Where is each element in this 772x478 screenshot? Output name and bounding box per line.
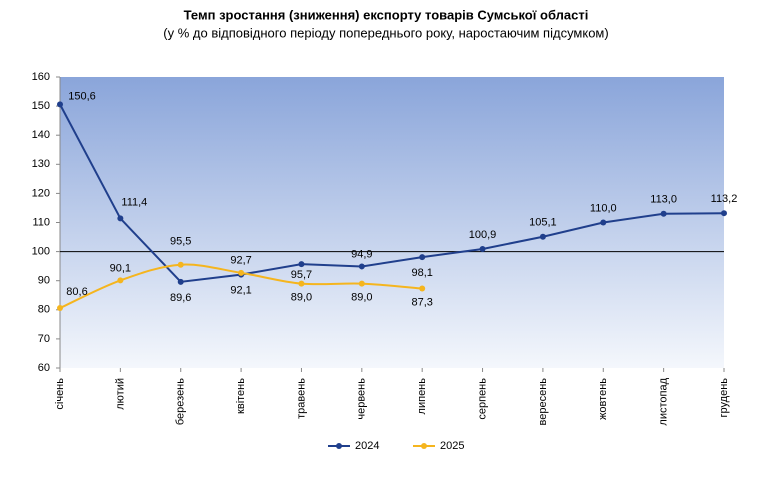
point (117, 215, 124, 222)
point (358, 280, 365, 287)
point (57, 305, 63, 312)
point (298, 261, 305, 268)
data-label: 90,1 (110, 262, 131, 274)
point (600, 219, 607, 226)
plot-background (60, 77, 724, 368)
data-label: 95,7 (291, 269, 312, 281)
legend-label: 2024 (355, 440, 379, 452)
point (479, 245, 486, 252)
y-tick-label: 100 (32, 246, 50, 258)
data-label: 89,6 (170, 292, 191, 304)
y-tick-label: 150 (32, 100, 50, 112)
data-label: 98,1 (411, 267, 432, 279)
data-label: 113,2 (711, 193, 738, 205)
x-tick-label: грудень (718, 378, 730, 418)
y-tick-label: 90 (38, 275, 50, 287)
data-label: 110,0 (590, 202, 617, 214)
x-tick-label: червень (356, 378, 368, 420)
y-tick-label: 160 (32, 71, 50, 83)
x-tick-label: квітень (235, 378, 247, 414)
x-tick-label: липень (416, 378, 428, 415)
data-label: 87,3 (411, 296, 432, 308)
x-tick-label: січень (54, 378, 66, 410)
x-tick-label: лютий (114, 378, 126, 410)
y-tick-label: 120 (32, 187, 50, 199)
y-tick-label: 130 (32, 158, 50, 170)
x-tick-label: листопад (658, 377, 670, 425)
series-line (59, 103, 725, 283)
y-tick-label: 60 (38, 362, 50, 374)
point (177, 278, 184, 285)
data-label: 111,4 (121, 196, 147, 208)
y-tick-label: 140 (32, 129, 50, 141)
point (358, 263, 365, 270)
data-label: 80,6 (66, 286, 87, 298)
point (298, 280, 305, 287)
legend-marker (336, 443, 342, 449)
legend-marker (421, 443, 427, 449)
data-label: 100,9 (469, 229, 497, 241)
x-tick-label: травень (295, 378, 307, 419)
chart-title: Темп зростання (зниження) експорту товар… (184, 7, 589, 22)
x-tick-label: серпень (476, 378, 488, 420)
point (238, 269, 245, 276)
point (419, 285, 426, 292)
x-tick-label: вересень (537, 378, 549, 426)
y-tick-label: 70 (38, 333, 50, 345)
data-label: 150,6 (68, 90, 96, 102)
data-label: 92,7 (230, 255, 251, 267)
point (419, 254, 426, 261)
y-tick-label: 110 (32, 216, 50, 228)
data-label: 89,0 (291, 292, 312, 304)
legend-label: 2025 (440, 440, 464, 452)
point (660, 210, 667, 217)
chart-subtitle: (у % до відповідного періоду попередньог… (163, 25, 608, 40)
x-tick-label: березень (175, 378, 187, 425)
data-label: 113,0 (650, 194, 677, 206)
x-tick-label: жовтень (597, 378, 609, 420)
y-tick-label: 80 (38, 304, 50, 316)
data-label: 89,0 (351, 292, 372, 304)
point (721, 210, 727, 217)
point (57, 101, 63, 108)
data-label: 95,5 (170, 236, 191, 248)
data-label: 94,9 (351, 248, 372, 260)
point (177, 261, 184, 268)
point (117, 277, 124, 284)
data-label: 92,1 (230, 284, 251, 296)
point (539, 233, 546, 240)
data-label: 105,1 (529, 217, 557, 229)
